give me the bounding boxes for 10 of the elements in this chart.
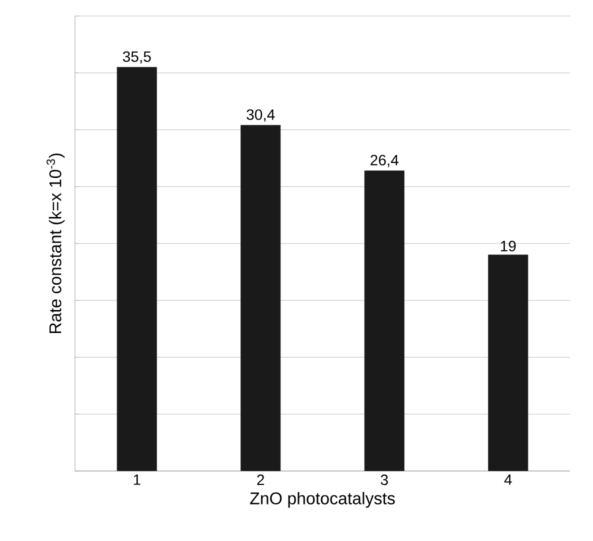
- data-label: 35,5: [122, 51, 151, 64]
- data-label: 19: [500, 240, 516, 252]
- x-tick-label: 3: [380, 474, 388, 486]
- y-axis-title: Rate constant (k=x 10$^{-3}$): [46, 154, 65, 334]
- x-tick-label: 1: [134, 474, 140, 485]
- x-axis-title: ZnO photocatalysts: [250, 492, 395, 508]
- data-label: 26,4: [370, 154, 398, 168]
- x-tick-label: 2: [257, 474, 264, 485]
- x-tick-label: 4: [504, 474, 512, 485]
- data-label: 30,4: [246, 109, 275, 122]
